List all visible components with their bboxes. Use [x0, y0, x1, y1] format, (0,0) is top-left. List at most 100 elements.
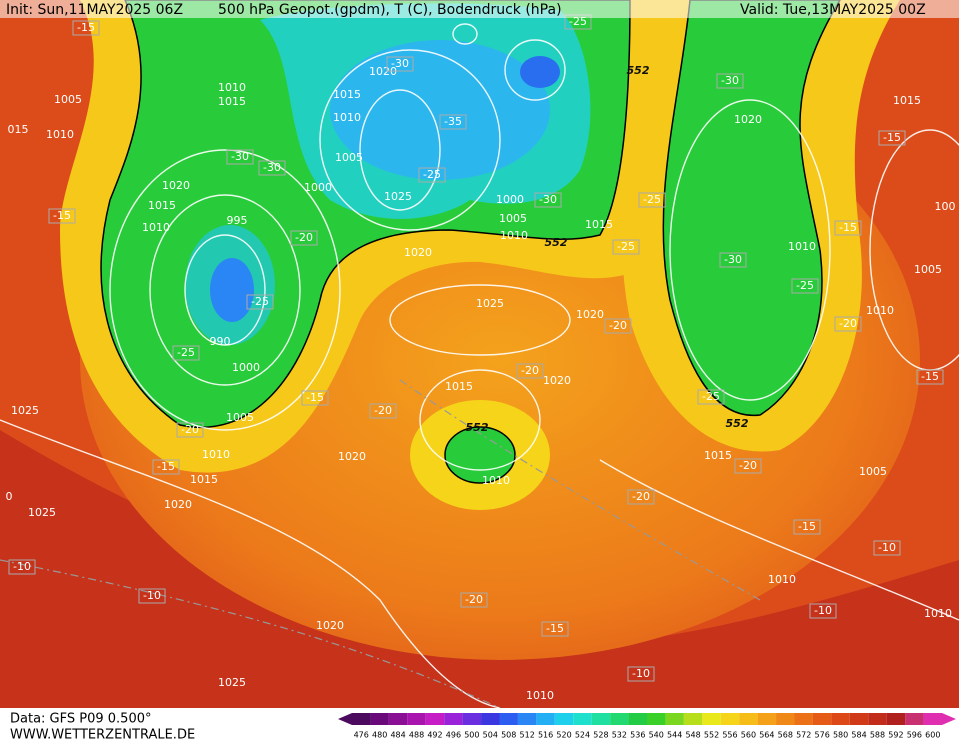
isobar-label: 1010: [788, 240, 816, 253]
temperature-label-box: [916, 369, 944, 385]
scale-swatch: [831, 713, 850, 725]
height-label: 552: [627, 64, 650, 77]
isobar-label: 1000: [496, 193, 524, 206]
scale-label: 516: [538, 731, 553, 740]
scale-swatch: [776, 713, 795, 725]
scale-label: 524: [575, 731, 590, 740]
edge-label: 100: [935, 200, 956, 213]
edge-label: 0: [6, 490, 13, 503]
scale-swatch: [886, 713, 906, 725]
temperature-label: -10: [13, 560, 31, 573]
isobar-label: 1000: [304, 181, 332, 194]
map-background: [0, 0, 959, 709]
temperature-label: -35: [444, 115, 462, 128]
scale-swatch: [739, 713, 758, 725]
temperature-label-box: [369, 403, 397, 419]
isobar-label: 1005: [54, 93, 82, 106]
temperature-label-box: [627, 489, 655, 505]
temperature-label: -25: [569, 15, 587, 28]
temperature-label-box: [152, 459, 180, 475]
site: WWW.WETTERZENTRALE.DE: [10, 728, 195, 741]
isobar-label: 1015: [148, 199, 176, 212]
temperature-label-box: [612, 239, 640, 255]
isobar-label: 1010: [46, 128, 74, 141]
init-time: Init: Sun,11MAY2025 06Z: [6, 2, 183, 18]
scale-label: 532: [612, 731, 627, 740]
scale-swatch: [444, 713, 463, 725]
scale-label: 488: [409, 731, 424, 740]
scale-swatch: [462, 713, 482, 725]
temperature-label-box: [834, 316, 862, 332]
temperature-label: -20: [465, 593, 483, 606]
isobar-label: 1015: [218, 95, 246, 108]
isobar-label: 1010: [142, 221, 170, 234]
temperature-label-box: [301, 390, 329, 406]
scale-label: 600: [925, 731, 940, 740]
temperature-label-box: [716, 73, 744, 89]
temperature-label: -30: [391, 57, 409, 70]
temperature-label: -30: [721, 74, 739, 87]
isobar-label: 1015: [585, 218, 613, 231]
isobar-label: 1020: [316, 619, 344, 632]
temperature-label: -15: [883, 131, 901, 144]
temperature-label: -20: [609, 319, 627, 332]
temperature-label: -20: [181, 423, 199, 436]
temperature-label-box: [793, 519, 821, 535]
scale-label: 512: [520, 731, 535, 740]
temperature-label-box: [809, 603, 837, 619]
temperature-label-box: [719, 252, 747, 268]
temperature-label: -15: [546, 622, 564, 635]
temperature-label-box: [386, 56, 414, 72]
scale-swatch: [923, 713, 942, 725]
scale-swatch: [683, 713, 703, 725]
temperature-label-box: [516, 363, 544, 379]
temperature-label: -10: [878, 541, 896, 554]
temperature-label: -15: [839, 221, 857, 234]
scale-label: 588: [870, 731, 885, 740]
isobar-label: 1005: [914, 263, 942, 276]
temperature-label-box: [734, 458, 762, 474]
scale-label: 536: [630, 731, 645, 740]
scale-label: 500: [464, 731, 479, 740]
scale-swatch: [628, 713, 647, 725]
map-title: 500 hPa Geopot.(gpdm), T (C), Bodendruck…: [218, 2, 562, 18]
temperature-label-box: [604, 318, 632, 334]
scale-label: 580: [833, 731, 848, 740]
scale-swatch: [370, 713, 389, 725]
scale-swatch: [481, 713, 500, 725]
scale-swatch: [499, 713, 518, 725]
temperature-label-box: [172, 345, 200, 361]
temperature-label: -15: [77, 21, 95, 34]
isobar-label: 1005: [226, 411, 254, 424]
temperature-label: -10: [143, 589, 161, 602]
scale-swatch: [425, 713, 445, 725]
scale-swatch: [517, 713, 537, 725]
isobar-label: 1010: [202, 448, 230, 461]
isobar-label: 1010: [866, 304, 894, 317]
isobar-label: 1010: [526, 689, 554, 702]
scale-swatch: [812, 713, 832, 725]
temperature-label: -25: [702, 390, 720, 403]
temperature-label-box: [176, 422, 204, 438]
isobar-label: 015: [8, 123, 29, 136]
scale-label: 496: [446, 731, 461, 740]
scale-swatch: [352, 713, 371, 725]
scale-label: 564: [759, 731, 774, 740]
isobar-label: 1015: [704, 449, 732, 462]
scale-swatch: [849, 713, 869, 725]
temperature-label: -25: [423, 168, 441, 181]
isobar-label: 1025: [28, 506, 56, 519]
temperature-label: -15: [157, 460, 175, 473]
scale-label: 492: [427, 731, 442, 740]
temperature-label: -20: [632, 490, 650, 503]
temperature-label-box: [697, 389, 725, 405]
temperature-label-box: [873, 540, 901, 556]
temperature-label-box: [638, 192, 666, 208]
isobar-label: 1025: [476, 297, 504, 310]
scale-label: 556: [722, 731, 737, 740]
isobar-label: 1020: [338, 450, 366, 463]
temperature-label-box: [258, 160, 286, 176]
scale-label: 520: [556, 731, 571, 740]
temperature-label-box: [534, 192, 562, 208]
